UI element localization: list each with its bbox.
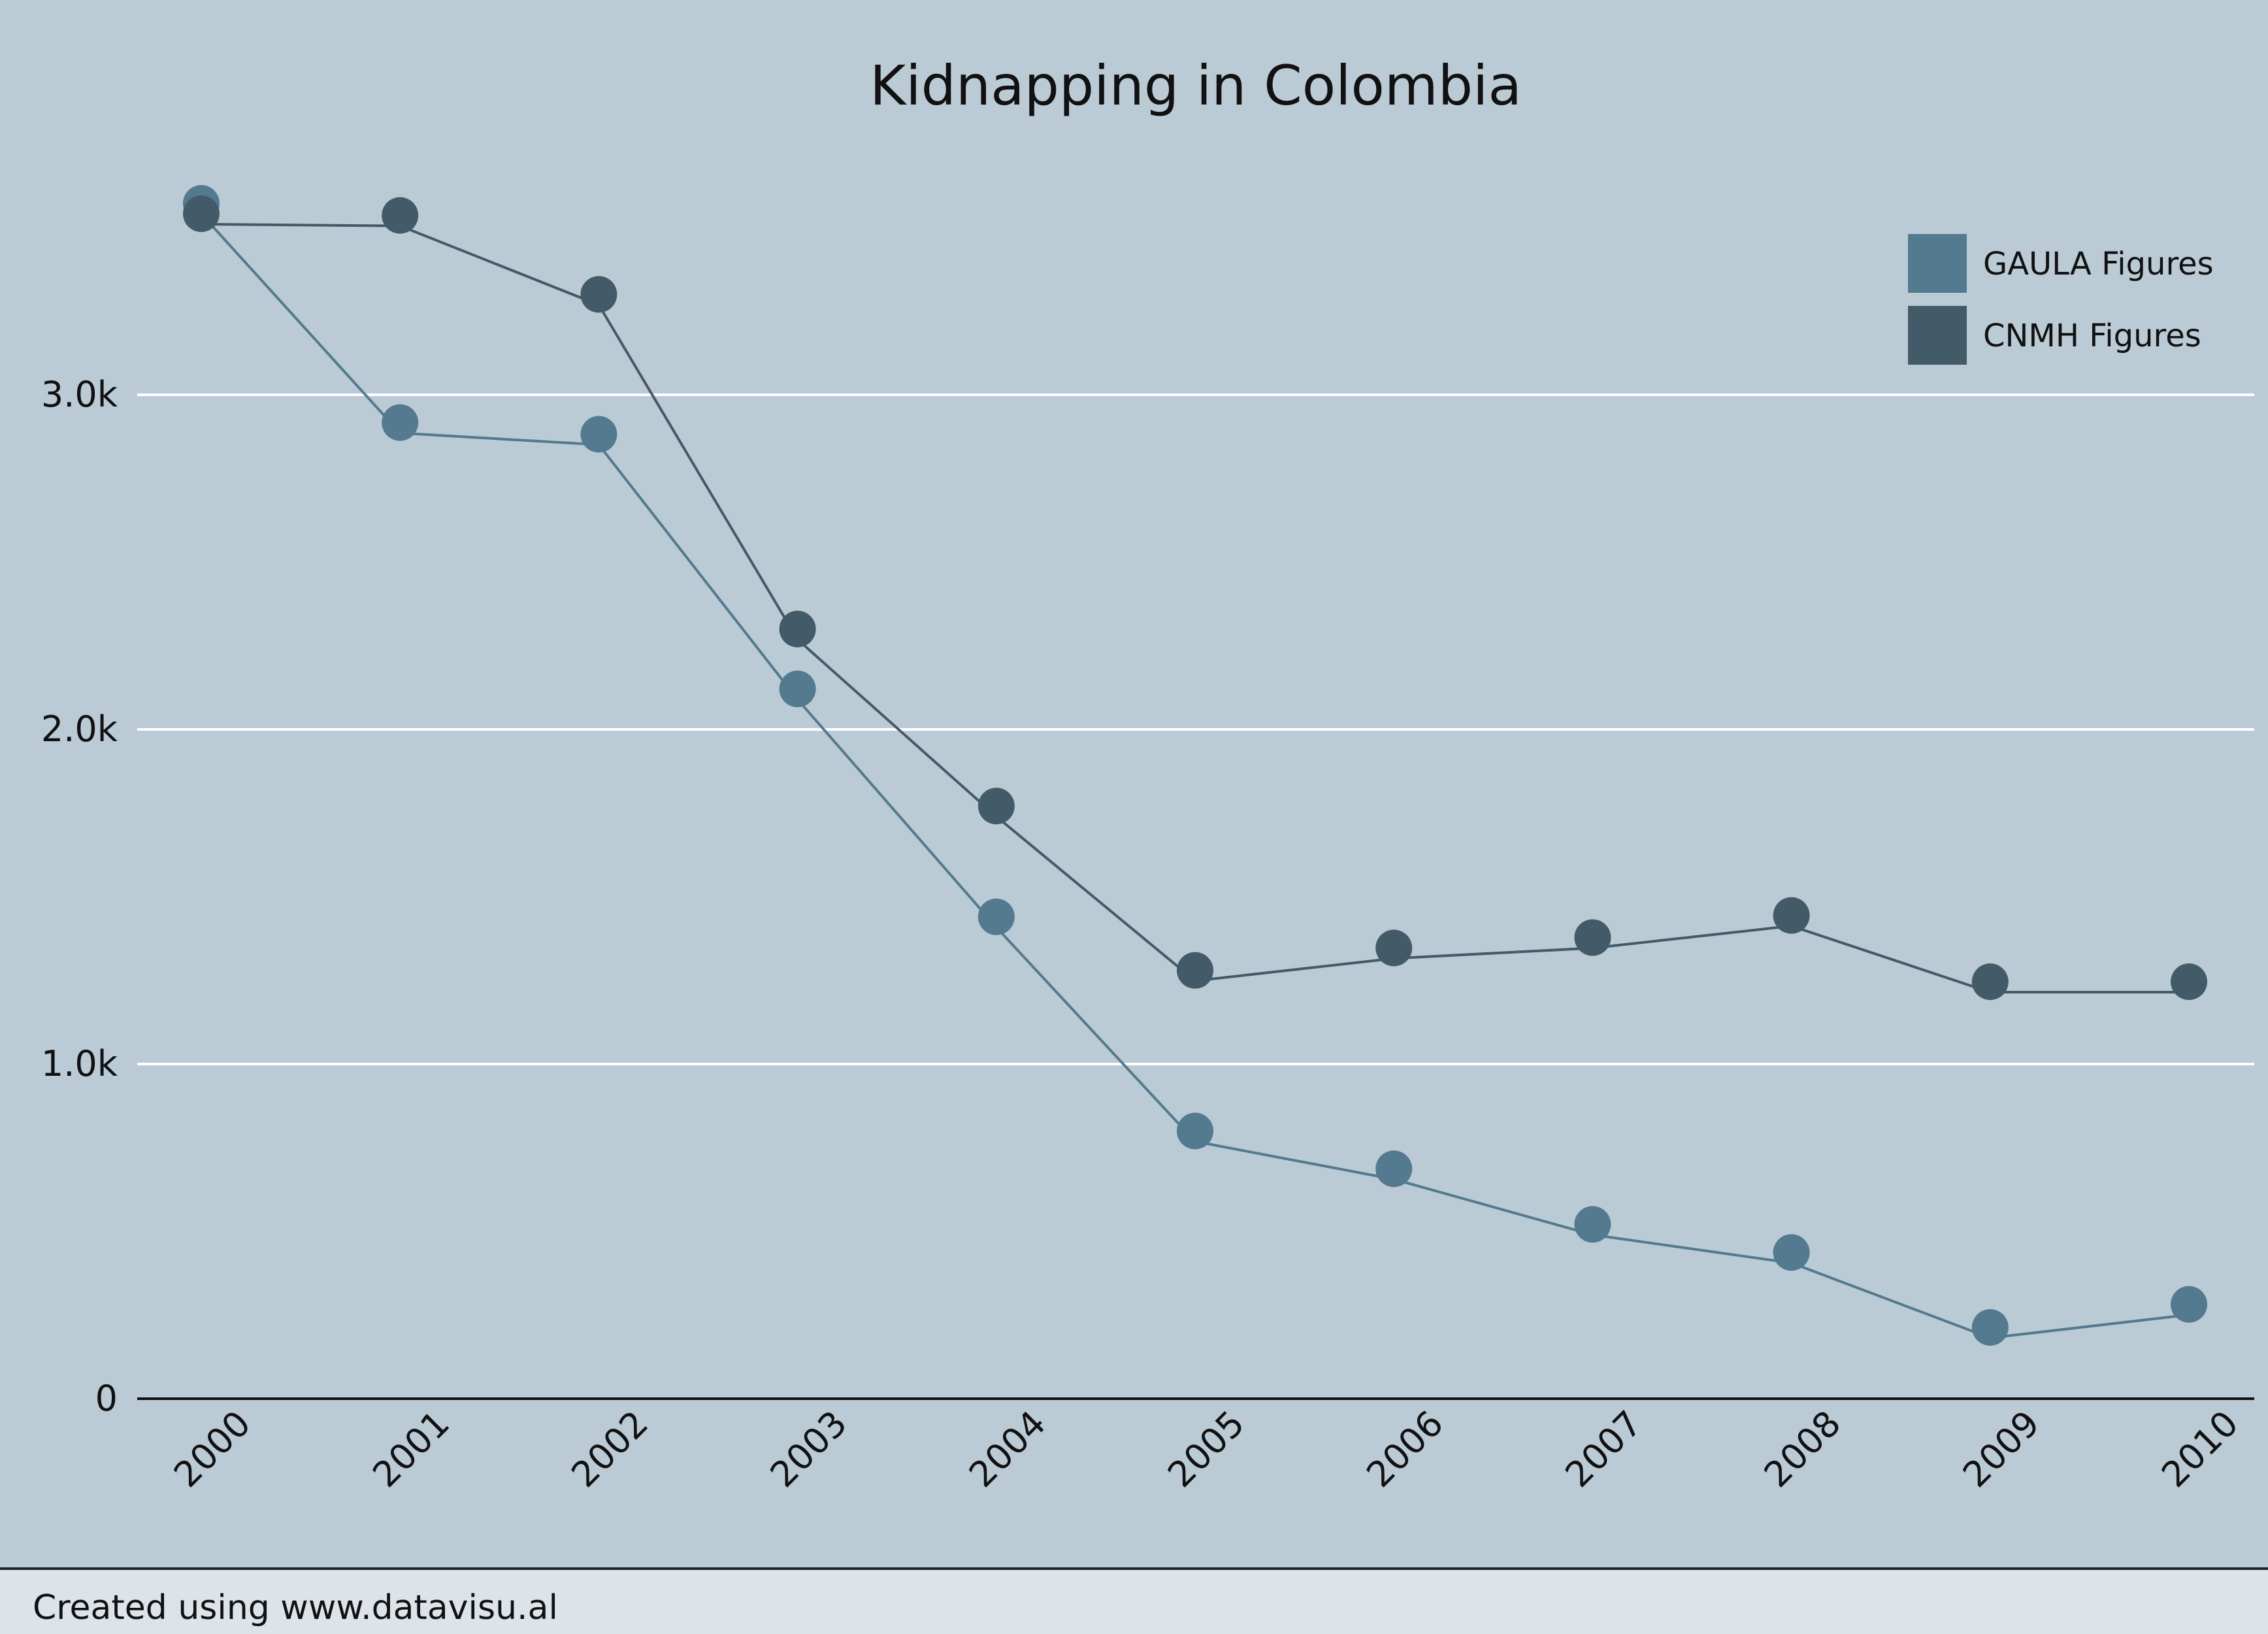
chart: Kidnapping in Colombia 0 1.0k 2.0k 3.0k 200… xyxy=(41,54,2254,1495)
x-tick-label: 2006 xyxy=(1358,1403,1451,1495)
legend-label: GAULA Figures xyxy=(1983,246,2214,282)
data-point xyxy=(2171,963,2207,1001)
data-point xyxy=(1177,1112,1213,1150)
x-tick-label: 2002 xyxy=(563,1403,656,1495)
data-point xyxy=(779,671,816,708)
y-axis-ticks: 0 1.0k 2.0k 3.0k xyxy=(41,374,118,1419)
data-point xyxy=(183,195,220,233)
data-point xyxy=(2171,1286,2207,1323)
x-tick-label: 2009 xyxy=(1955,1403,2048,1495)
data-point xyxy=(978,788,1015,825)
data-point xyxy=(1773,897,1810,934)
footer: Created using www.datavisu.al xyxy=(0,1567,2268,1634)
y-tick-label: 1.0k xyxy=(41,1043,118,1084)
data-point xyxy=(580,276,617,313)
legend-swatch xyxy=(1908,234,1967,293)
series-layer xyxy=(183,185,2207,1346)
x-tick-label: 2010 xyxy=(2154,1403,2246,1495)
y-tick-label: 3.0k xyxy=(41,374,118,415)
x-tick-label: 2001 xyxy=(365,1403,457,1495)
x-axis-ticks: 2000 2001 2002 2003 2004 2005 2006 2007 2008 2009… xyxy=(166,1403,2246,1495)
data-point xyxy=(1375,1150,1413,1188)
series-line xyxy=(201,223,2189,994)
data-point xyxy=(1574,1206,1611,1243)
x-tick-label: 2003 xyxy=(763,1403,855,1495)
y-tick-label: 2.0k xyxy=(41,709,118,750)
data-point xyxy=(382,197,419,234)
legend: GAULA Figures CNMH Figures xyxy=(1908,234,2214,365)
data-point xyxy=(1375,929,1413,967)
data-point xyxy=(580,416,617,453)
legend-label: CNMH Figures xyxy=(1983,318,2201,354)
data-point xyxy=(1177,952,1213,989)
data-point xyxy=(779,610,816,648)
x-tick-label: 2008 xyxy=(1756,1403,1849,1495)
data-point xyxy=(1773,1234,1810,1271)
legend-swatch xyxy=(1908,306,1967,365)
data-point xyxy=(1971,1309,2009,1346)
x-tick-label: 2000 xyxy=(166,1403,259,1495)
footer-credit: Created using www.datavisu.al xyxy=(33,1588,558,1627)
data-point xyxy=(382,404,419,441)
x-tick-label: 2007 xyxy=(1557,1403,1650,1495)
chart-title: Kidnapping in Colombia xyxy=(870,54,1522,118)
x-tick-label: 2004 xyxy=(961,1403,1054,1495)
data-point xyxy=(1971,963,2009,1001)
gridlines xyxy=(137,393,2254,1065)
data-point xyxy=(978,898,1015,935)
series-cnmh xyxy=(183,195,2207,1001)
y-tick-label: 0 xyxy=(95,1378,118,1419)
data-point xyxy=(1574,919,1611,956)
x-tick-label: 2005 xyxy=(1160,1403,1253,1495)
series-line xyxy=(200,212,2190,1339)
series-gaula xyxy=(183,185,2207,1346)
